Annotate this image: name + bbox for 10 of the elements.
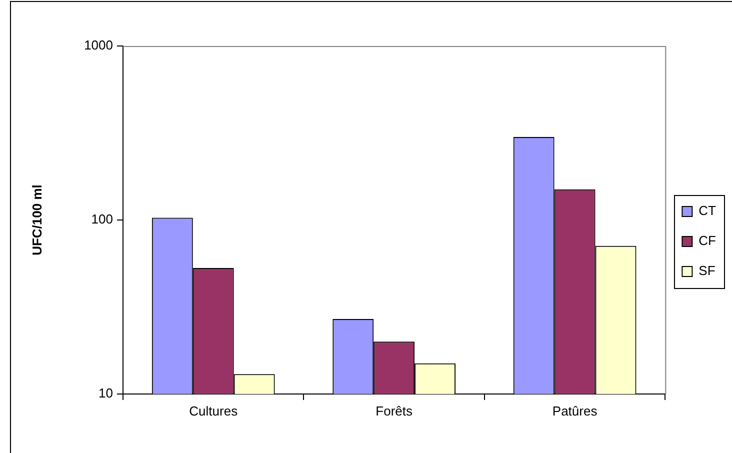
y-tick-label: 1000 <box>84 38 113 53</box>
y-tick-label: 100 <box>91 212 113 227</box>
legend-label: SF <box>698 263 716 278</box>
legend-label: CT <box>698 203 716 218</box>
x-tick-label: Cultures <box>189 403 238 418</box>
y-axis-title: UFC/100 ml <box>29 184 44 256</box>
x-tick-label: Forêts <box>376 403 414 418</box>
y-tick-label: 10 <box>98 386 113 401</box>
x-tick-label: Patûres <box>552 403 598 418</box>
legend-label: CF <box>698 233 716 248</box>
